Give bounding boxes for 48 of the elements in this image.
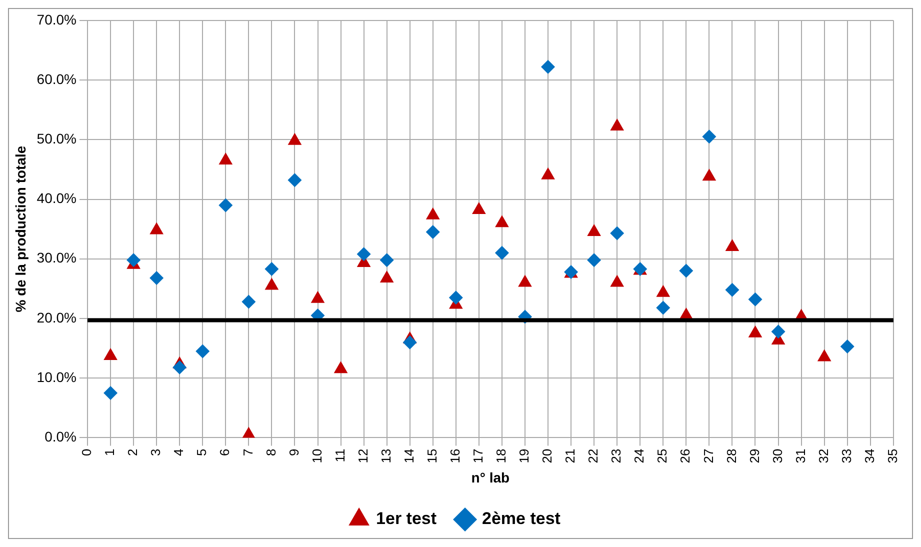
x-tick-label: 35 <box>884 448 900 464</box>
legend-label: 2ème test <box>482 509 561 528</box>
x-tick-label: 23 <box>608 448 624 464</box>
x-axis-title: n° lab <box>471 469 510 486</box>
x-tick-label: 27 <box>700 448 716 464</box>
y-tick-label: 70.0% <box>36 11 76 28</box>
x-tick-label: 34 <box>862 448 877 464</box>
x-tick-label: 11 <box>332 448 348 462</box>
x-tick-label: 2 <box>125 448 140 456</box>
x-tick-label: 10 <box>309 448 324 464</box>
x-tick-label: 33 <box>838 448 854 464</box>
x-tick-label: 15 <box>424 448 440 464</box>
x-tick-label: 1 <box>102 448 118 456</box>
y-tick-label: 10.0% <box>36 368 76 385</box>
y-tick-label: 20.0% <box>36 309 76 326</box>
x-tick-label: 6 <box>217 448 232 456</box>
x-tick-label: 31 <box>792 448 808 464</box>
y-tick-label: 50.0% <box>36 130 76 146</box>
x-tick-label: 3 <box>148 448 164 456</box>
y-tick-label: 0.0% <box>44 428 76 445</box>
x-tick-label: 7 <box>240 448 256 456</box>
x-tick-label: 5 <box>194 448 210 456</box>
y-tick-label: 60.0% <box>36 70 76 87</box>
x-tick-label: 0 <box>79 448 94 456</box>
x-tick-label: 12 <box>355 448 370 464</box>
x-tick-label: 28 <box>724 448 739 464</box>
x-tick-label: 20 <box>540 448 555 464</box>
x-tick-label: 22 <box>586 448 601 464</box>
y-axis-title: % de la production totale <box>12 146 28 312</box>
x-tick-label: 16 <box>447 448 462 464</box>
x-tick-label: 18 <box>494 448 509 464</box>
x-tick-label: 17 <box>470 448 486 464</box>
legend-label: 1er test <box>376 509 437 528</box>
x-tick-label: 26 <box>678 448 693 464</box>
x-tick-label: 25 <box>654 448 670 464</box>
x-tick-label: 4 <box>171 448 186 456</box>
x-tick-label: 29 <box>746 448 762 464</box>
x-tick-label: 8 <box>263 448 278 456</box>
x-tick-label: 32 <box>816 448 831 464</box>
x-tick-label: 24 <box>632 448 647 464</box>
x-tick-label: 13 <box>378 448 394 464</box>
y-tick-label: 30.0% <box>36 250 76 266</box>
x-tick-label: 30 <box>770 448 785 464</box>
y-tick-label: 40.0% <box>36 190 76 206</box>
x-tick-label: 19 <box>516 448 532 464</box>
x-tick-label: 14 <box>401 448 416 464</box>
x-tick-label: 9 <box>286 448 302 456</box>
x-tick-label: 21 <box>562 448 578 464</box>
